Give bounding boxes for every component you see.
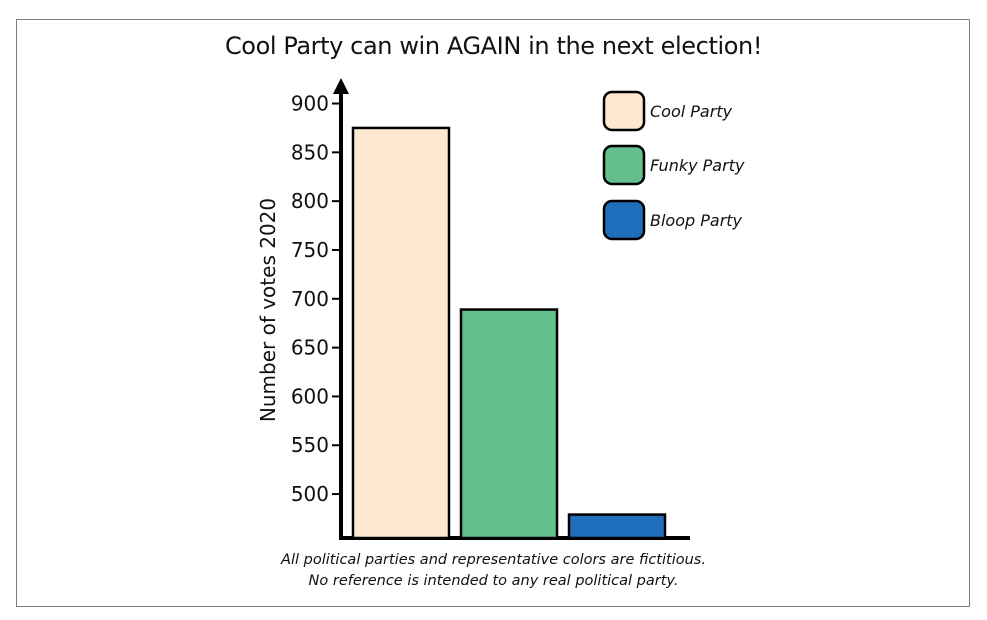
legend-item-funky-party: Funky Party [602,144,745,186]
legend-item-bloop-party: Bloop Party [602,199,743,241]
chart-title: Cool Party can win AGAIN in the next ele… [224,32,763,60]
y-tick-label-600: 600 [291,384,329,408]
bar-cool-party [351,126,451,540]
legend-item-cool-party: Cool Party [602,90,733,132]
legend-label-bloop-party: Bloop Party [650,211,743,230]
footnote-line-2: No reference is intended to any real pol… [308,573,679,589]
y-tick-label-500: 500 [291,482,329,506]
legend-label-funky-party: Funky Party [650,156,745,175]
footnote-line-1: All political parties and representative… [281,552,706,568]
y-tick-label-700: 700 [291,287,329,311]
y-tick-label-850: 850 [291,140,329,164]
y-tick-label-800: 800 [291,189,329,213]
legend-swatch-cool-party [602,90,646,132]
y-tick-label-650: 650 [291,336,329,360]
legend-swatch-funky-party [602,144,646,186]
bar-funky-party [459,308,559,540]
y-axis-title: Number of votes 2020 [256,198,280,422]
bar-bloop-party [567,513,667,540]
y-tick-label-900: 900 [291,92,329,116]
legend: Cool Party Funky Party Bloop Party [602,90,745,241]
legend-label-cool-party: Cool Party [650,102,733,121]
y-tick-label-750: 750 [291,238,329,262]
bars [351,126,667,540]
y-axis-arrowhead [333,78,349,94]
y-tick-label-550: 550 [291,433,329,457]
legend-swatch-bloop-party [602,199,646,241]
